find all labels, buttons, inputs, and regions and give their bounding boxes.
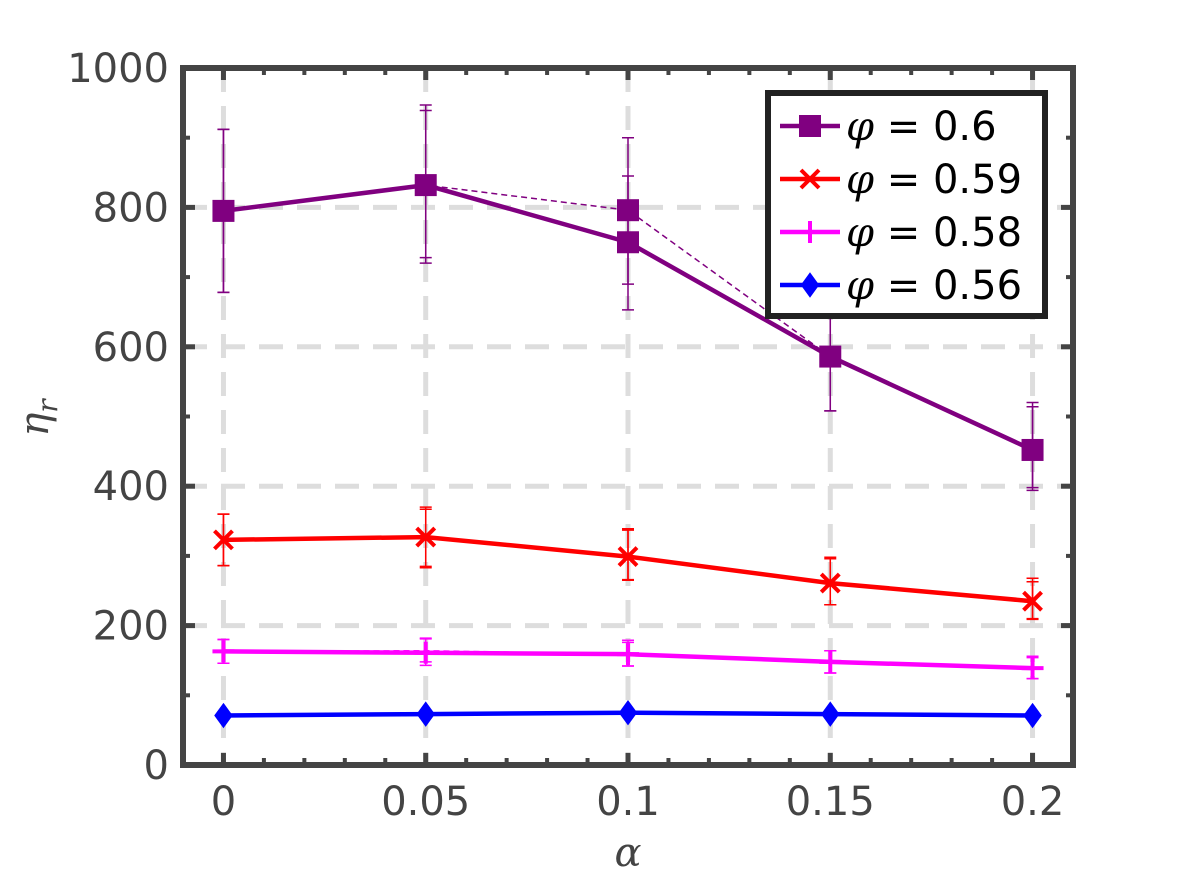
x-tick-labels: 0 0.05 0.1 0.15 0.2 — [211, 779, 1065, 825]
legend-label: φ = 0.6 — [846, 104, 997, 150]
y-tick-label: 400 — [93, 464, 169, 510]
legend: φ = 0.6φ = 0.59φ = 0.58φ = 0.56 — [765, 90, 1048, 319]
x-axis-title: α — [614, 830, 641, 876]
y-tick-labels: 0 200 400 600 800 1000 — [67, 46, 169, 789]
x-tick-label: 0.1 — [596, 779, 660, 825]
svg-text:ηr: ηr — [12, 398, 64, 437]
data-point — [415, 526, 437, 548]
data-point — [1021, 657, 1044, 680]
x-tick-label: 0.05 — [381, 779, 470, 825]
legend-value: = 0.58 — [874, 210, 1022, 256]
data-point — [819, 572, 841, 594]
y-axis-title-subscript: r — [31, 398, 64, 413]
series — [212, 637, 1044, 680]
data-point — [617, 546, 639, 568]
series — [213, 506, 1043, 621]
y-tick-label: 600 — [93, 325, 169, 371]
series — [212, 104, 1044, 492]
data-point — [821, 701, 840, 727]
data-point — [416, 701, 435, 727]
legend-entry: φ = 0.59 — [780, 157, 1022, 203]
data-point — [800, 272, 820, 298]
data-point — [212, 640, 235, 663]
data-point — [799, 221, 821, 243]
data-point — [1022, 590, 1043, 612]
legend-symbol: φ — [846, 157, 874, 203]
legend-value: = 0.6 — [874, 104, 997, 150]
data-point — [414, 174, 437, 197]
y-tick-label: 1000 — [67, 46, 169, 92]
data-point — [212, 199, 235, 222]
series-layer — [212, 104, 1044, 729]
data-point — [819, 345, 842, 368]
legend-value: = 0.56 — [874, 263, 1022, 309]
legend-entry: φ = 0.56 — [780, 263, 1022, 309]
data-point — [617, 643, 639, 666]
legend-entry: φ = 0.58 — [780, 210, 1022, 256]
data-point — [617, 231, 639, 254]
frame-ticks — [183, 65, 1073, 768]
legend-value: = 0.59 — [874, 157, 1022, 203]
data-point — [213, 529, 234, 551]
data-point — [819, 650, 842, 673]
y-tick-label: 0 — [144, 743, 169, 789]
legend-label: φ = 0.56 — [846, 263, 1022, 309]
y-axis-title: ηr — [12, 398, 64, 437]
y-tick-label: 200 — [93, 604, 169, 650]
x-tick-label: 0 — [211, 779, 236, 825]
y-axis-title-symbol: η — [12, 413, 58, 437]
data-point — [1021, 438, 1044, 461]
series — [214, 700, 1042, 729]
x-tick-label: 0.2 — [1001, 779, 1065, 825]
x-tick-label: 0.15 — [786, 779, 875, 825]
legend-label: φ = 0.58 — [846, 210, 1022, 256]
legend-label: φ = 0.59 — [846, 157, 1022, 203]
legend-entry: φ = 0.6 — [780, 104, 997, 150]
data-point — [214, 702, 233, 729]
data-point — [1023, 702, 1042, 729]
legend-symbol: φ — [846, 263, 874, 309]
y-tick-label: 800 — [93, 185, 169, 231]
legend-symbol: φ — [846, 210, 874, 256]
data-point — [617, 199, 639, 222]
legend-symbol: φ — [846, 104, 874, 150]
data-point — [799, 115, 821, 137]
data-point — [414, 641, 437, 664]
data-point — [618, 700, 638, 726]
data-point — [799, 168, 821, 190]
